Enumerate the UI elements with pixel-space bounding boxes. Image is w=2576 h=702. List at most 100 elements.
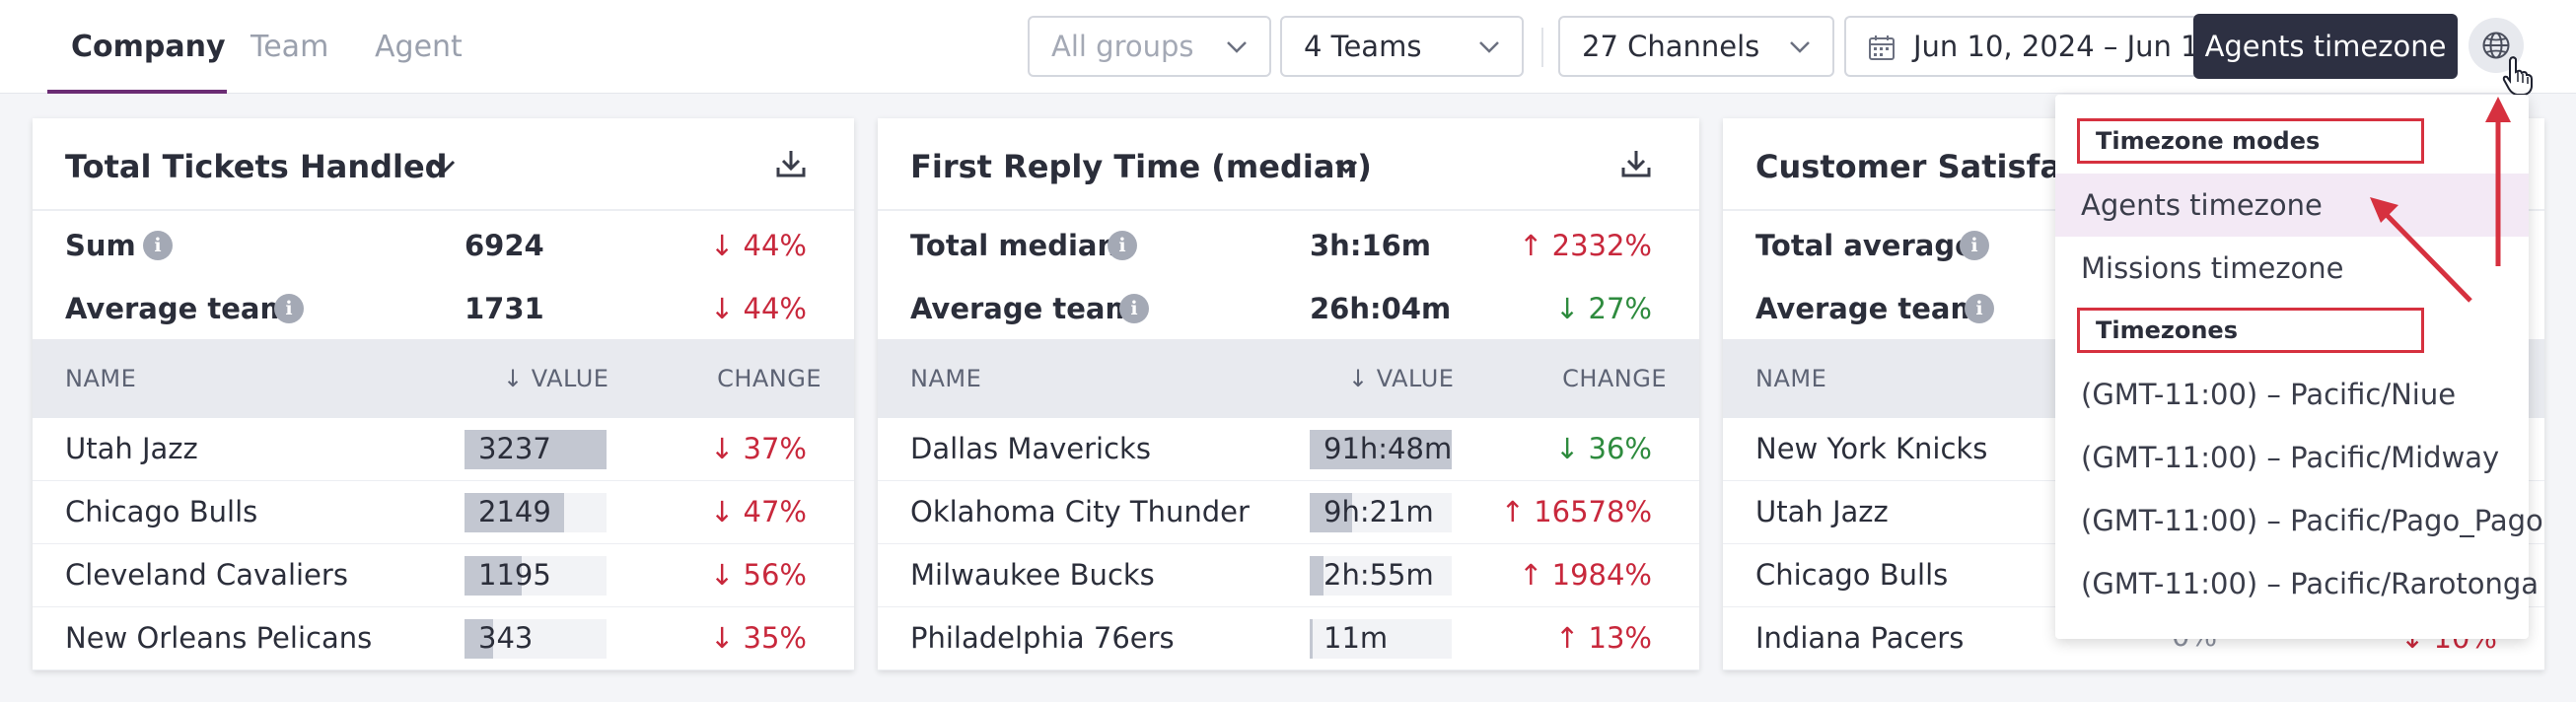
row-change: ↓ 47%: [710, 495, 807, 528]
timezone-tooltip: Agents timezone: [2193, 14, 2458, 79]
column-value-header[interactable]: ↓ VALUE: [1348, 365, 1455, 392]
row-change: ↓ 56%: [710, 558, 807, 592]
summary-row: Total average i: [1723, 213, 2544, 276]
summary-change: ↑ 2332%: [1519, 229, 1652, 262]
tab-team[interactable]: Team: [250, 30, 329, 64]
info-icon[interactable]: i: [1960, 231, 1989, 260]
table-row[interactable]: Philadelphia 76ers 11m ↑ 13%: [878, 607, 1699, 670]
channels-dropdown[interactable]: 27 Channels: [1558, 16, 1834, 77]
summary-value: 3h:16m: [1310, 229, 1431, 262]
tab-agent[interactable]: Agent: [375, 30, 463, 64]
chevron-down-icon: [1790, 41, 1810, 53]
summary-label: Average team: [1755, 292, 1980, 325]
row-name: Philadelphia 76ers: [910, 621, 1175, 655]
table-header: NAME ↓ VALUE CHANGE: [33, 339, 854, 418]
value-bar: 2h:55m: [1310, 556, 1452, 596]
info-icon[interactable]: i: [274, 294, 304, 323]
menu-item-agents-timezone[interactable]: Agents timezone: [2055, 174, 2529, 237]
menu-item-timezone[interactable]: (GMT-11:00) – Pacific/Niue: [2081, 378, 2457, 411]
channels-dropdown-label: 27 Channels: [1582, 30, 1760, 63]
column-name-header[interactable]: NAME: [65, 365, 137, 392]
date-range-picker[interactable]: Jun 10, 2024 – Jun 16, 2024: [1844, 16, 2199, 77]
tab-company[interactable]: Company: [71, 30, 226, 64]
active-tab-indicator: [47, 90, 227, 94]
summary-row: Average team i 26h:04m ↓ 27%: [878, 276, 1699, 339]
row-name: Utah Jazz: [65, 432, 198, 465]
teams-dropdown-label: 4 Teams: [1304, 30, 1422, 63]
chevron-down-icon[interactable]: [431, 158, 457, 177]
download-icon[interactable]: [1620, 148, 1652, 179]
table-row[interactable]: Utah Jazz 3237 ↓ 37%: [33, 418, 854, 481]
timezones-header: Timezones: [2077, 308, 2424, 353]
card-header: Total Tickets Handled: [33, 118, 854, 211]
date-range-text: Jun 10, 2024 – Jun 16, 2024: [1913, 30, 2199, 63]
row-change: ↑ 13%: [1555, 621, 1652, 655]
summary-label: Sum: [65, 229, 136, 262]
value-bar: 343: [465, 619, 607, 659]
summary-row: Average team i: [1723, 276, 2544, 339]
info-icon[interactable]: i: [143, 231, 173, 260]
timezone-menu: Timezone modes Agents timezone Missions …: [2055, 95, 2543, 639]
table-row[interactable]: New Orleans Pelicans 343 ↓ 35%: [33, 607, 854, 670]
row-name: New York Knicks: [1755, 432, 1988, 465]
info-icon[interactable]: i: [1108, 231, 1137, 260]
row-name: New Orleans Pelicans: [65, 621, 373, 655]
row-change: ↑ 16578%: [1500, 495, 1652, 528]
summary-label: Average team: [910, 292, 1135, 325]
teams-dropdown[interactable]: 4 Teams: [1280, 16, 1524, 77]
row-value: 11m: [1324, 621, 1389, 655]
summary-value: 1731: [465, 292, 544, 325]
column-change-header[interactable]: CHANGE: [717, 365, 822, 392]
row-value: 3237: [478, 432, 551, 465]
menu-item-timezone[interactable]: (GMT-11:00) – Pacific/Pago_Pago: [2081, 504, 2543, 537]
chevron-down-icon: [1479, 41, 1499, 53]
groups-dropdown[interactable]: All groups: [1028, 16, 1271, 77]
row-value: 9h:21m: [1324, 495, 1434, 528]
row-change: ↓ 35%: [710, 621, 807, 655]
column-name-header[interactable]: NAME: [1755, 365, 1827, 392]
row-name: Utah Jazz: [1755, 495, 1889, 528]
summary-label: Total average: [1755, 229, 1974, 262]
row-name: Oklahoma City Thunder: [910, 495, 1250, 528]
hand-pointer-cursor: [2502, 56, 2533, 96]
menu-item-timezone[interactable]: (GMT-11:00) – Pacific/Midway: [2081, 441, 2500, 474]
row-name: Milwaukee Bucks: [910, 558, 1155, 592]
row-value: 91h:48m: [1324, 432, 1453, 465]
table-row[interactable]: Oklahoma City Thunder 9h:21m ↑ 16578%: [878, 481, 1699, 544]
table-header: NAME ↓ VALUE CHANGE: [878, 339, 1699, 418]
info-icon[interactable]: i: [1965, 294, 1994, 323]
info-icon[interactable]: i: [1119, 294, 1149, 323]
value-bar: 1195: [465, 556, 607, 596]
globe-icon: [2482, 32, 2510, 59]
summary-row: Average team i 1731 ↓ 44%: [33, 276, 854, 339]
download-icon[interactable]: [775, 148, 807, 179]
card-total-tickets: Total Tickets Handled Sum i 6924 ↓ 44% A…: [33, 118, 854, 670]
summary-label: Average team: [65, 292, 290, 325]
column-change-header[interactable]: CHANGE: [1562, 365, 1667, 392]
card-header: First Reply Time (median): [878, 118, 1699, 211]
column-value-header[interactable]: ↓ VALUE: [503, 365, 609, 392]
table-row[interactable]: Chicago Bulls 2149 ↓ 47%: [33, 481, 854, 544]
summary-value: 6924: [465, 229, 544, 262]
summary-row: Sum i 6924 ↓ 44%: [33, 213, 854, 276]
row-name: Indiana Pacers: [1755, 621, 1965, 655]
table-row[interactable]: Dallas Mavericks 91h:48m ↓ 36%: [878, 418, 1699, 481]
card-title: First Reply Time (median): [910, 148, 1372, 185]
timezone-button[interactable]: [2469, 18, 2524, 73]
row-name: Chicago Bulls: [1755, 558, 1949, 592]
menu-item-timezone[interactable]: (GMT-11:00) – Pacific/Rarotonga: [2081, 567, 2540, 600]
chevron-down-icon: [1227, 41, 1247, 53]
value-bar: 9h:21m: [1310, 493, 1452, 532]
summary-change: ↓ 27%: [1555, 292, 1652, 325]
summary-change: ↓ 44%: [710, 229, 807, 262]
menu-item-missions-timezone[interactable]: Missions timezone: [2081, 251, 2344, 285]
chevron-down-icon[interactable]: [1333, 158, 1359, 177]
column-name-header[interactable]: NAME: [910, 365, 982, 392]
card-title: Total Tickets Handled: [65, 148, 448, 185]
row-value: 343: [478, 621, 534, 655]
calendar-icon: [1869, 35, 1895, 60]
top-bar: Company Team Agent All groups 4 Teams 27…: [0, 0, 2576, 96]
summary-row: Total median i 3h:16m ↑ 2332%: [878, 213, 1699, 276]
table-row[interactable]: Milwaukee Bucks 2h:55m ↑ 1984%: [878, 544, 1699, 607]
table-row[interactable]: Cleveland Cavaliers 1195 ↓ 56%: [33, 544, 854, 607]
